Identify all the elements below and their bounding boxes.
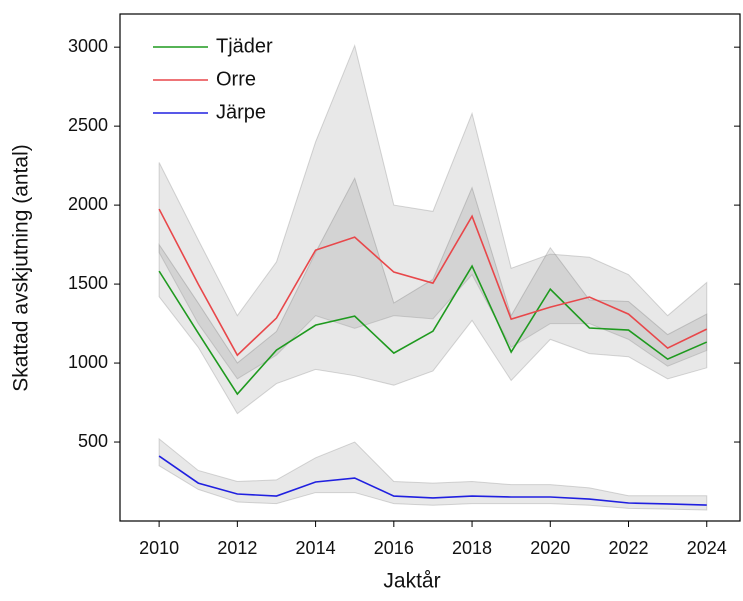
x-axis-label: Jaktår <box>383 570 440 593</box>
confidence-band <box>158 176 708 415</box>
x-tick-label: 2020 <box>530 538 570 558</box>
x-tick-label: 2014 <box>296 538 336 558</box>
legend-label: Orre <box>216 68 256 90</box>
x-tick-label: 2016 <box>374 538 414 558</box>
x-tick-label: 2024 <box>687 538 727 558</box>
confidence-band <box>158 437 708 511</box>
series-line <box>158 264 708 396</box>
x-tick-label: 2022 <box>608 538 648 558</box>
y-tick-label: 2500 <box>68 115 108 135</box>
y-tick-label: 3000 <box>68 36 108 56</box>
x-tick-label: 2018 <box>452 538 492 558</box>
y-axis-label: Skattad avskjutning (antal) <box>10 144 33 391</box>
y-tick-label: 500 <box>78 431 108 451</box>
series-line <box>158 208 708 357</box>
y-tick-label: 1000 <box>68 352 108 372</box>
plot-frame <box>119 13 741 522</box>
x-tick-label: 2012 <box>217 538 257 558</box>
legend-label: Järpe <box>216 101 266 123</box>
confidence-band <box>158 43 708 380</box>
y-tick-label: 1500 <box>68 273 108 293</box>
legend-label: Tjäder <box>216 35 273 57</box>
series-line <box>158 455 707 506</box>
y-tick-label: 2000 <box>68 194 108 214</box>
x-tick-label: 2010 <box>139 538 179 558</box>
